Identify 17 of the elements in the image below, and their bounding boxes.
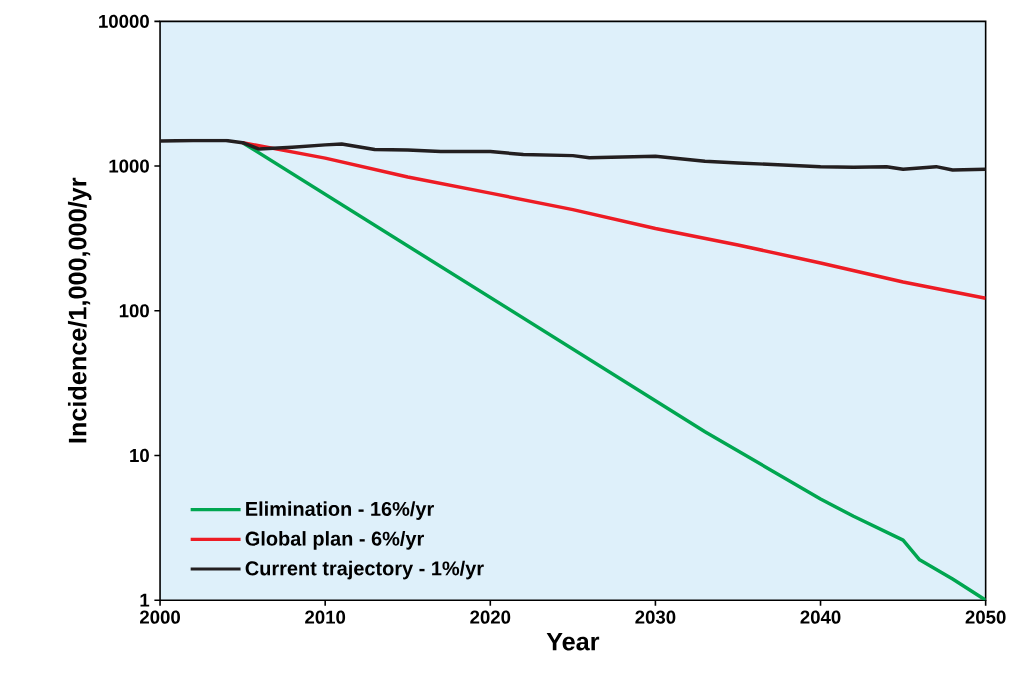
- line-series: [160, 138, 986, 172]
- legend-label: Global plan - 6%/yr: [245, 530, 424, 550]
- legend-label: Elimination - 16%/yr: [246, 501, 434, 520]
- y-tick-label: 1: [140, 593, 150, 607]
- x-tick-label: 2020: [470, 610, 511, 624]
- x-tick-label: 2030: [635, 610, 676, 624]
- x-tick-label: 2050: [965, 610, 1006, 624]
- x-axis-title: Year: [546, 632, 600, 651]
- x-tick-label: 2000: [140, 610, 180, 624]
- y-tick-label: 10: [130, 448, 149, 462]
- y-tick-label: 10000: [99, 14, 149, 28]
- y-axis-title: Incidence/1,000,000/yr: [67, 177, 92, 443]
- y-tick-label: 100: [119, 304, 149, 318]
- x-tick-label: 2040: [800, 610, 841, 624]
- y-tick-label: 1000: [109, 159, 149, 173]
- x-tick-label: 2010: [305, 610, 346, 624]
- legend-label: Current trajectory - 1%/yr: [245, 560, 484, 580]
